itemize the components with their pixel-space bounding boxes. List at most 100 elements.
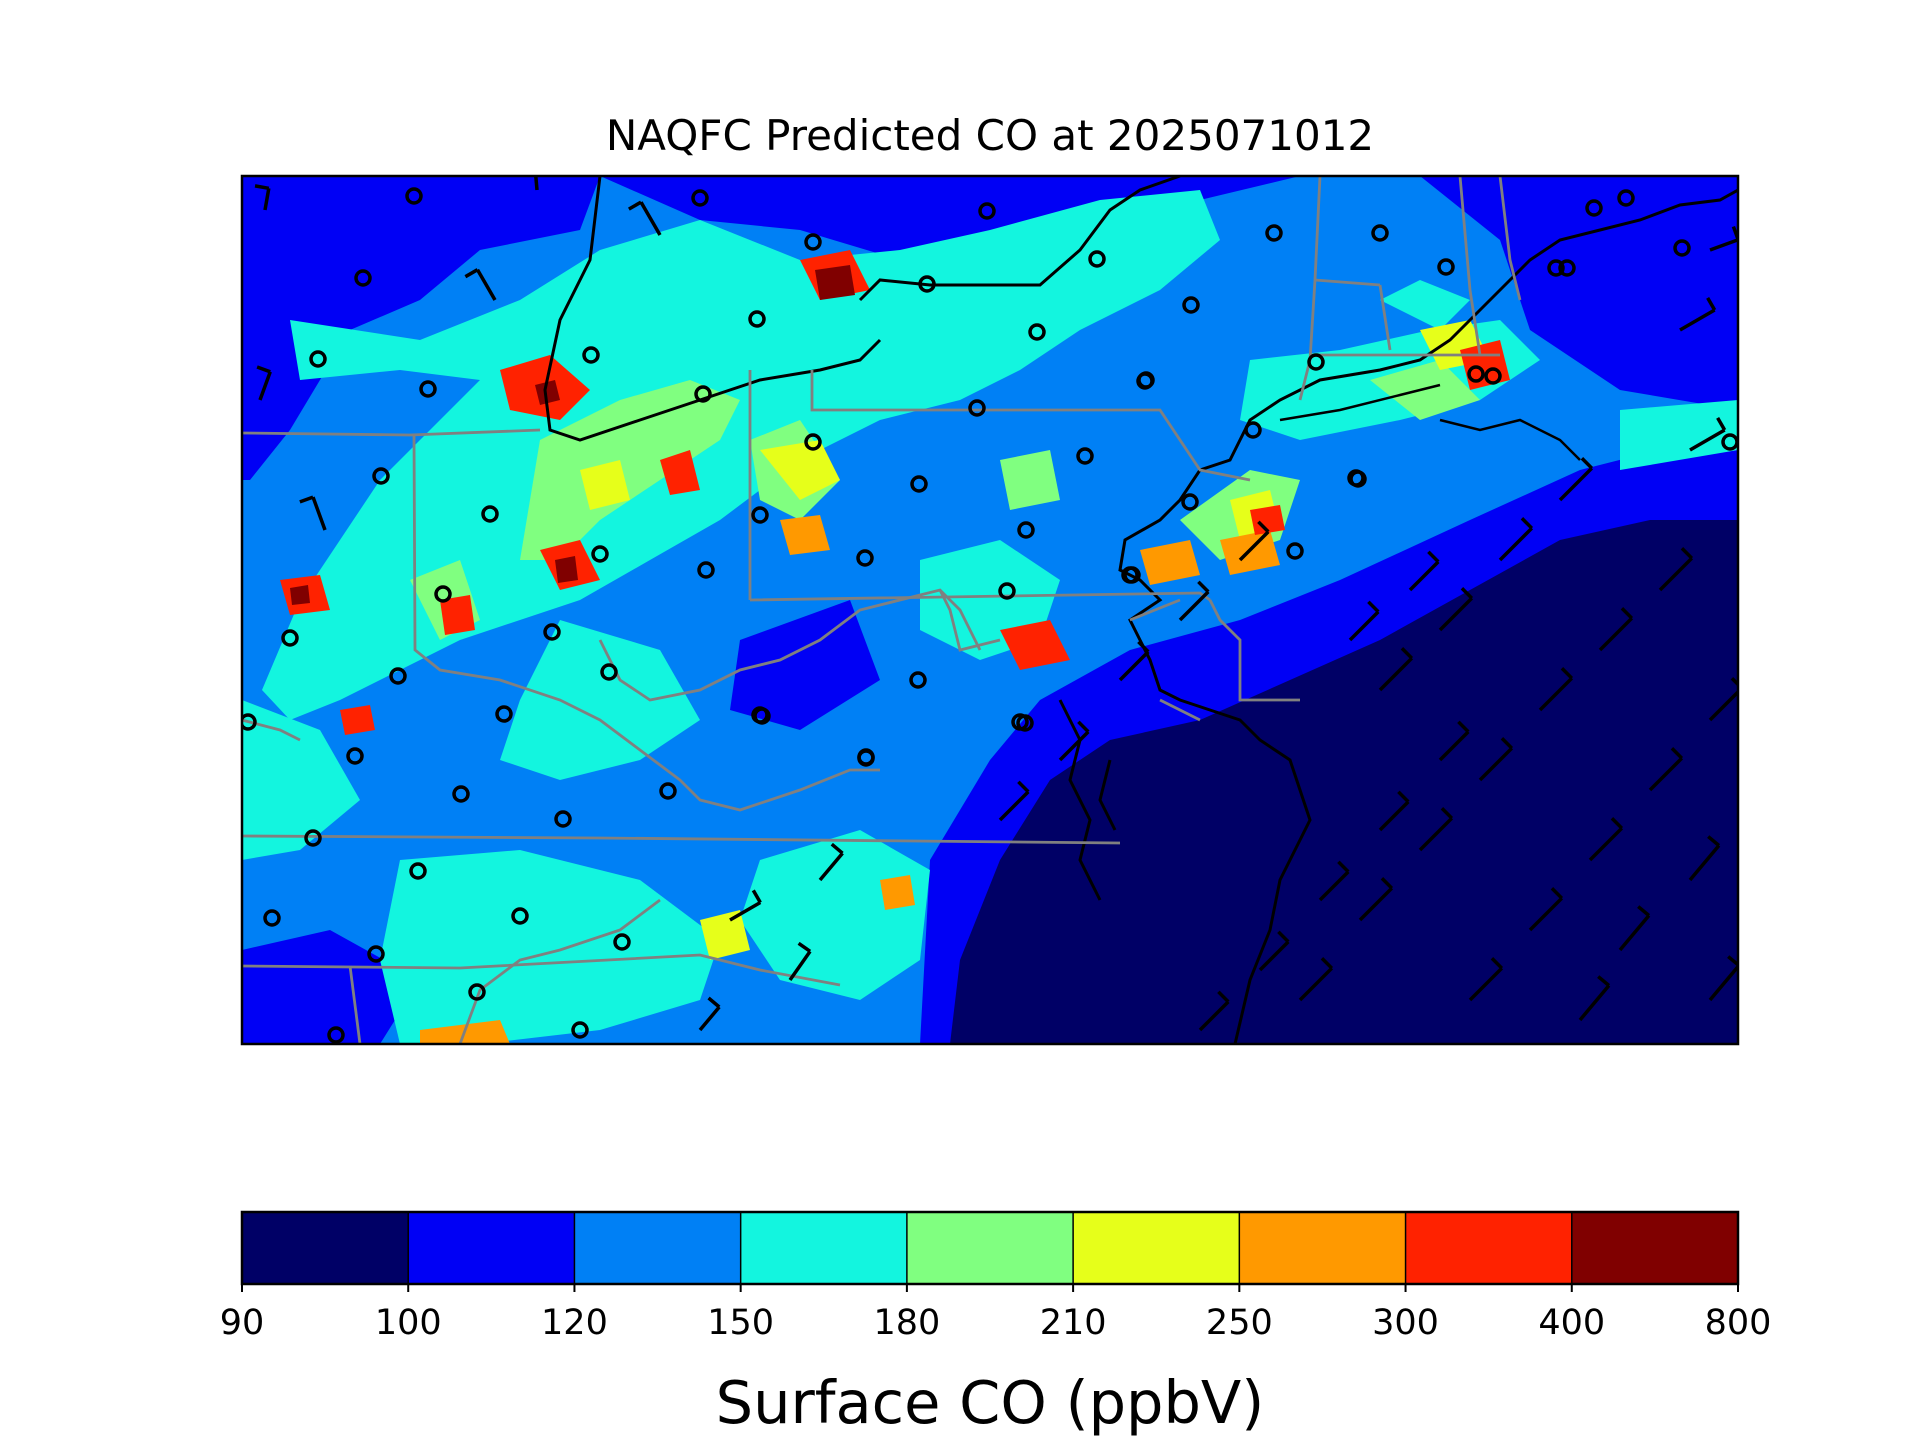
wind-barb-shaft (1238, 530, 1270, 562)
monitor-site-marker (918, 275, 936, 293)
monitor-site-marker (856, 549, 874, 567)
monitor-site-marker (582, 346, 600, 364)
wind-barb-shaft (1679, 308, 1716, 332)
coastline (543, 176, 1738, 1044)
monitor-site-marker (1017, 521, 1035, 539)
monitor-site-marker (419, 380, 437, 398)
monitor-site-marker (591, 545, 609, 563)
colorbar-tick-label: 250 (1206, 1303, 1273, 1343)
map-panel (242, 176, 1738, 1044)
monitor-site-marker (600, 663, 618, 681)
monitor-site-marker (1076, 447, 1094, 465)
monitor-site-marker (571, 1021, 589, 1039)
wind-barb-flag (1367, 600, 1380, 613)
monitor-site-marker (1088, 250, 1106, 268)
wind-barb-flag (1320, 957, 1334, 970)
wind-barb-flag (1077, 720, 1090, 733)
wind-barb-flag (1597, 975, 1611, 987)
monitor-site-marker (327, 1026, 345, 1044)
monitor-site-marker (1617, 189, 1635, 207)
monitor-site-marker (468, 983, 486, 1001)
monitor-site-marker (613, 933, 631, 951)
monitor-site-marker (857, 748, 875, 766)
monitor-site-marker (1547, 259, 1565, 277)
wind-barb-flag (1197, 580, 1210, 593)
wind-barb-flag (1610, 817, 1624, 830)
monitor-site-marker (554, 810, 572, 828)
wind-barb-shaft (1708, 689, 1738, 722)
monitor-site-marker (304, 829, 322, 847)
northwest-low-region (242, 176, 600, 480)
colorbar-tick-label: 150 (707, 1303, 774, 1343)
monitor-site-marker (804, 433, 822, 451)
wind-barb-shaft (1378, 800, 1410, 832)
wind-barb-shaft (475, 268, 497, 301)
wind-barb-shaft (1258, 940, 1290, 972)
wind-barb-shaft (1498, 526, 1534, 562)
wind-barb-shaft (1689, 428, 1726, 452)
wind-barb-flag (1620, 607, 1634, 620)
monitor-site-marker (1244, 421, 1262, 439)
wind-barb-flag (797, 941, 812, 953)
wind-barb-shaft (818, 852, 844, 882)
wind-barb-shaft (258, 371, 272, 401)
wind-barb-flag (254, 184, 270, 191)
colorbar-tick-label: 400 (1538, 1303, 1605, 1343)
wind-barb-shaft (1058, 730, 1090, 762)
colorbar-segment (740, 1212, 908, 1284)
colorbar-segment (574, 1212, 742, 1284)
wind-barb-shaft (1468, 966, 1504, 1002)
wind-barb-shaft (1538, 676, 1574, 712)
wind-barb-flag (1017, 780, 1030, 793)
wind-barb-flag (1440, 807, 1454, 820)
monitor-site-marker (1028, 323, 1046, 341)
wind-barb-flag (1520, 517, 1534, 530)
wind-barb-shaft (639, 201, 662, 236)
monitor-site-marker (1437, 258, 1455, 276)
wind-barb-flag (1500, 737, 1514, 750)
monitor-site-marker (495, 705, 513, 723)
monitor-site-marker (481, 505, 499, 523)
monitor-site-marker (354, 269, 372, 287)
dark-red-hotspots (290, 265, 855, 605)
monitor-site-marker (405, 187, 423, 205)
wind-barb-shaft (1358, 886, 1394, 922)
colorbar-tick-label: 100 (375, 1303, 442, 1343)
monitor-site-marker (1121, 566, 1139, 584)
wind-barb-shaft (1708, 964, 1738, 1002)
wind-barb-flag (1680, 547, 1694, 560)
monitor-site-marker (1467, 365, 1485, 383)
monitor-site-marker (748, 310, 766, 328)
colorbar-tick-label: 210 (1040, 1303, 1107, 1343)
wind-barb-flag (751, 889, 762, 904)
monitor-site-marker (511, 907, 529, 925)
monitor-site-marker (242, 713, 257, 731)
monitor-site-marker (691, 189, 709, 207)
monitor-site-marker (1558, 259, 1576, 277)
wind-barb-flag (1707, 835, 1721, 847)
colorbar-tick-label: 120 (541, 1303, 608, 1343)
monitor-site-marker (909, 671, 927, 689)
co-concentration-field (242, 176, 1738, 1044)
wind-barb-shaft (729, 900, 762, 922)
monitor-site-marker (367, 945, 385, 963)
wind-barb-shaft (788, 950, 812, 982)
colorbar-tick-label: 90 (220, 1303, 265, 1343)
wind-barb-flag (1460, 587, 1474, 600)
wind-barb-shaft (1348, 610, 1380, 642)
monitor-site-marker (1137, 371, 1155, 389)
wind-barb-flag (1716, 417, 1727, 431)
monitor-site-marker (346, 747, 364, 765)
monitor-site-marker (1286, 542, 1304, 560)
wind-barb-flag (1397, 790, 1410, 803)
wind-barb-flag (1400, 647, 1414, 660)
monitor-site-marker (409, 862, 427, 880)
wind-barb-shaft (1318, 870, 1350, 902)
wind-barb-shaft (1528, 896, 1564, 932)
monitor-site-marker (910, 475, 928, 493)
monitor-site-marker (1016, 714, 1034, 732)
wind-barb-shaft (1618, 914, 1651, 952)
wind-barb-flag (1490, 957, 1504, 970)
colorbar-segment (906, 1212, 1074, 1284)
